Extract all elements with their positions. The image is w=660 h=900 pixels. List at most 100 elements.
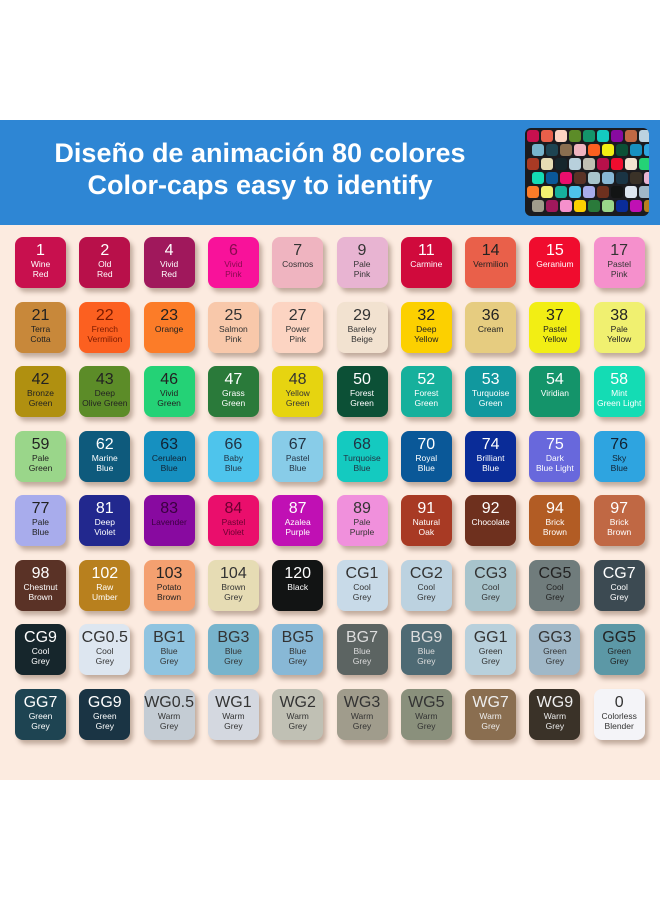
swatch-name: Pale Purple (349, 517, 375, 537)
color-swatch: CG1 Cool Grey (336, 559, 388, 611)
swatch-code: 102 (91, 564, 119, 582)
color-swatch: WG5 Warm Grey (400, 688, 452, 740)
swatch-code: 15 (545, 242, 564, 259)
color-swatch: 23 Orange (143, 301, 195, 353)
color-swatch: GG3 Green Grey (529, 624, 581, 675)
swatch-name: Green Grey (92, 710, 117, 731)
swatch-name: Green Grey (478, 646, 503, 666)
marker-cap (527, 130, 539, 142)
swatch-name: Pastel Pink (607, 259, 631, 279)
swatch-name: French Vermilion (87, 323, 123, 344)
swatch-name: Green Grey (543, 646, 567, 666)
color-swatch: 22 French Vermilion (79, 301, 131, 353)
swatch-name: Mint Green Light (596, 388, 642, 408)
swatch-code: WG9 (536, 693, 574, 711)
color-swatch: 7 Cosmos (272, 237, 324, 288)
swatch-name: Pastel Blue (285, 452, 310, 473)
swatch-name: Cool Grey (352, 581, 372, 602)
swatch-code: 14 (481, 242, 500, 259)
color-swatch: 15 Geranium (529, 237, 581, 288)
markers-photo (525, 128, 649, 216)
swatch-name: Vivid Green (157, 388, 181, 408)
swatch-name: Brilliant Blue (476, 452, 505, 473)
swatch-code: 54 (545, 371, 564, 388)
swatch-code: 7 (293, 242, 303, 259)
marker-cap (630, 172, 642, 184)
color-swatch: 67 Pastel Blue (272, 430, 324, 482)
swatch-name: Green Grey (607, 646, 631, 666)
swatch-code: GG7 (23, 693, 58, 711)
title-english: Color-caps easy to identify (87, 170, 433, 200)
color-swatch: 50 Forest Green (336, 366, 388, 417)
swatch-code: 98 (31, 564, 50, 582)
color-swatch: WG2 Warm Grey (272, 688, 324, 740)
swatch-code: BG1 (153, 629, 186, 646)
color-swatch: 54 Viridian (529, 366, 581, 417)
marker-cap (546, 172, 558, 184)
swatch-code: GG5 (602, 629, 637, 646)
color-swatch: 83 Lavender (143, 495, 195, 546)
marker-cap (532, 144, 544, 156)
marker-cap (532, 200, 544, 212)
swatch-name: Green Grey (28, 710, 53, 731)
color-swatch: 11 Carmine (400, 237, 452, 288)
swatch-name: Forest Green (349, 388, 375, 408)
swatch-code: 6 (228, 242, 238, 259)
swatch-code: 27 (288, 306, 307, 324)
swatch-name: Cerulean Blue (151, 452, 187, 473)
swatch-code: 37 (545, 306, 564, 324)
swatch-code: 92 (481, 500, 500, 517)
swatch-code: 75 (545, 435, 564, 453)
marker-cap (644, 200, 649, 212)
swatch-code: 46 (160, 371, 178, 388)
color-swatch: 103 Potato Brown (143, 559, 195, 611)
swatch-name: Warm Grey (415, 710, 438, 731)
swatch-code: CG7 (602, 564, 636, 582)
swatch-name: Cosmos (282, 259, 314, 269)
color-swatch: 84 Pastel Violet (207, 495, 259, 546)
color-swatch: GG5 Green Grey (593, 624, 645, 675)
marker-cap (625, 186, 637, 198)
swatch-name: Bareley Beige (347, 323, 377, 344)
swatch-code: 77 (31, 500, 50, 517)
color-swatch: 75 Dark Blue Light (529, 430, 581, 482)
marker-cap (541, 130, 553, 142)
swatch-code: 81 (95, 500, 114, 517)
swatch-code: WG2 (279, 693, 316, 711)
swatch-name: Blue Grey (352, 646, 372, 666)
marker-cap (555, 158, 567, 170)
swatch-code: 62 (95, 435, 114, 453)
color-swatch: 0 Colorless Blender (593, 688, 645, 740)
color-swatch: CG3 Cool Grey (465, 559, 517, 611)
marker-cap (588, 172, 600, 184)
swatch-name: Terra Cotta (30, 323, 51, 344)
color-swatch: WG1 Warm Grey (207, 688, 259, 740)
swatch-code: 32 (417, 306, 436, 324)
swatch-name: Warm Grey (350, 710, 374, 731)
swatch-name: Grass Green (221, 388, 246, 408)
swatch-code: 22 (95, 306, 114, 324)
swatch-code: 89 (353, 500, 371, 517)
marker-cap (588, 200, 600, 212)
swatch-code: 23 (160, 306, 178, 324)
marker-cap (555, 186, 567, 198)
swatch-code: 36 (481, 306, 500, 324)
color-swatch: 104 Brown Grey (207, 559, 259, 611)
swatch-name: Warm Grey (479, 710, 502, 731)
color-swatch: WG3 Warm Grey (336, 688, 388, 740)
swatch-name: Sky Blue (610, 452, 628, 473)
swatch-code: GG9 (87, 693, 122, 711)
swatch-name: Cool Grey (417, 581, 436, 602)
color-swatch: 74 Brilliant Blue (465, 430, 517, 482)
marker-cap (583, 158, 595, 170)
swatch-code: 29 (353, 306, 371, 324)
color-swatch: 81 Deep Violet (79, 495, 131, 546)
color-swatch: CG5 Cool Grey (529, 559, 581, 611)
marker-cap (574, 200, 586, 212)
color-swatch: 120 Black (272, 559, 324, 611)
swatch-name: Cool Grey (31, 646, 50, 666)
marker-cap (625, 130, 637, 142)
swatch-name: Warm Grey (222, 710, 245, 731)
swatch-name: Vivid Pink (224, 259, 243, 279)
swatch-name: Colorless Blender (601, 710, 637, 731)
